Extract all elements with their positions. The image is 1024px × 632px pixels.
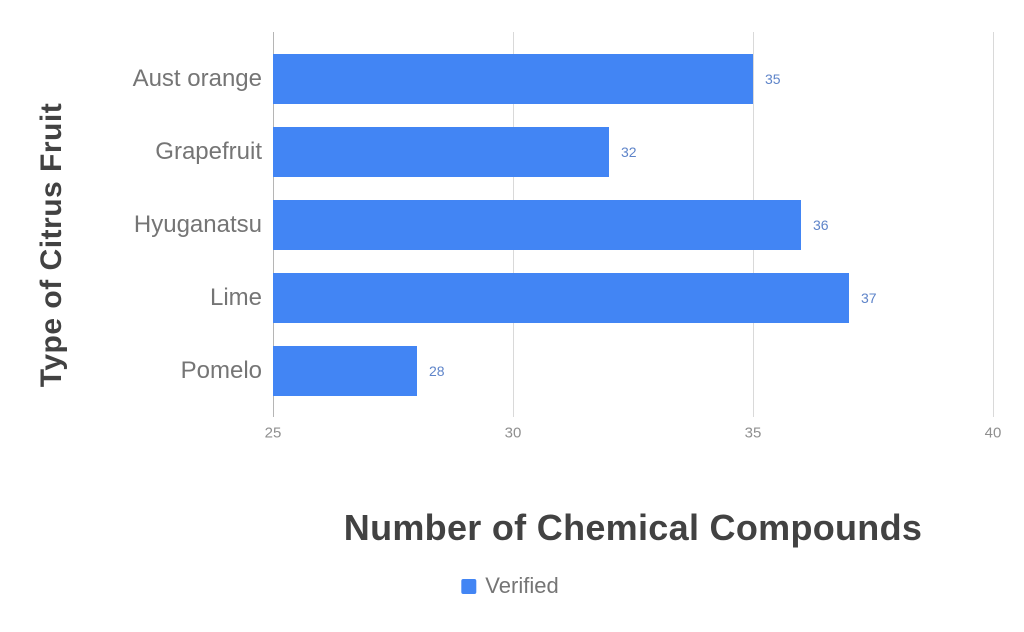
x-tick-label: 35 xyxy=(744,424,762,442)
bar-aust-orange[interactable] xyxy=(273,53,753,104)
plot-area: Aust orange 35 Grapefruit 32 Hyuganatsu 36 Lim… xyxy=(133,32,994,417)
bar-row: Aust orange 35 xyxy=(133,42,993,115)
x-axis-title: Number of Chemical Compounds xyxy=(343,507,923,548)
bar-row: Hyuganatsu 36 xyxy=(134,188,993,261)
bar-grapefruit[interactable] xyxy=(273,126,609,177)
x-axis-ticks: 25 30 35 40 xyxy=(265,425,1002,453)
bar-row: Pomelo 28 xyxy=(181,334,993,407)
bar-row: Lime 37 xyxy=(210,261,993,334)
bar-hyuganatsu[interactable] xyxy=(273,199,801,250)
category-label: Hyuganatsu xyxy=(133,210,262,238)
value-label: 28 xyxy=(429,362,445,379)
category-label: Grapefruit xyxy=(155,137,262,165)
category-label: Aust orange xyxy=(132,64,262,92)
value-label: 35 xyxy=(765,70,781,87)
value-label: 36 xyxy=(813,216,829,233)
y-axis-title: Type of Citrus Fruit xyxy=(35,102,68,388)
value-label: 37 xyxy=(861,289,877,306)
legend-color-swatch-icon xyxy=(461,578,477,594)
legend-series-label: Verified xyxy=(485,573,559,598)
value-label: 32 xyxy=(621,143,637,160)
bar-row: Grapefruit 32 xyxy=(155,115,993,188)
category-label: Lime xyxy=(209,283,262,311)
x-tick-label: 30 xyxy=(504,424,522,442)
x-tick-label: 40 xyxy=(984,424,1002,442)
legend: Verified xyxy=(461,573,559,599)
bar-pomelo[interactable] xyxy=(273,345,417,396)
gridline xyxy=(992,32,994,417)
x-tick-label: 25 xyxy=(264,424,282,442)
category-label: Pomelo xyxy=(180,356,262,384)
bar-lime[interactable] xyxy=(273,272,849,323)
